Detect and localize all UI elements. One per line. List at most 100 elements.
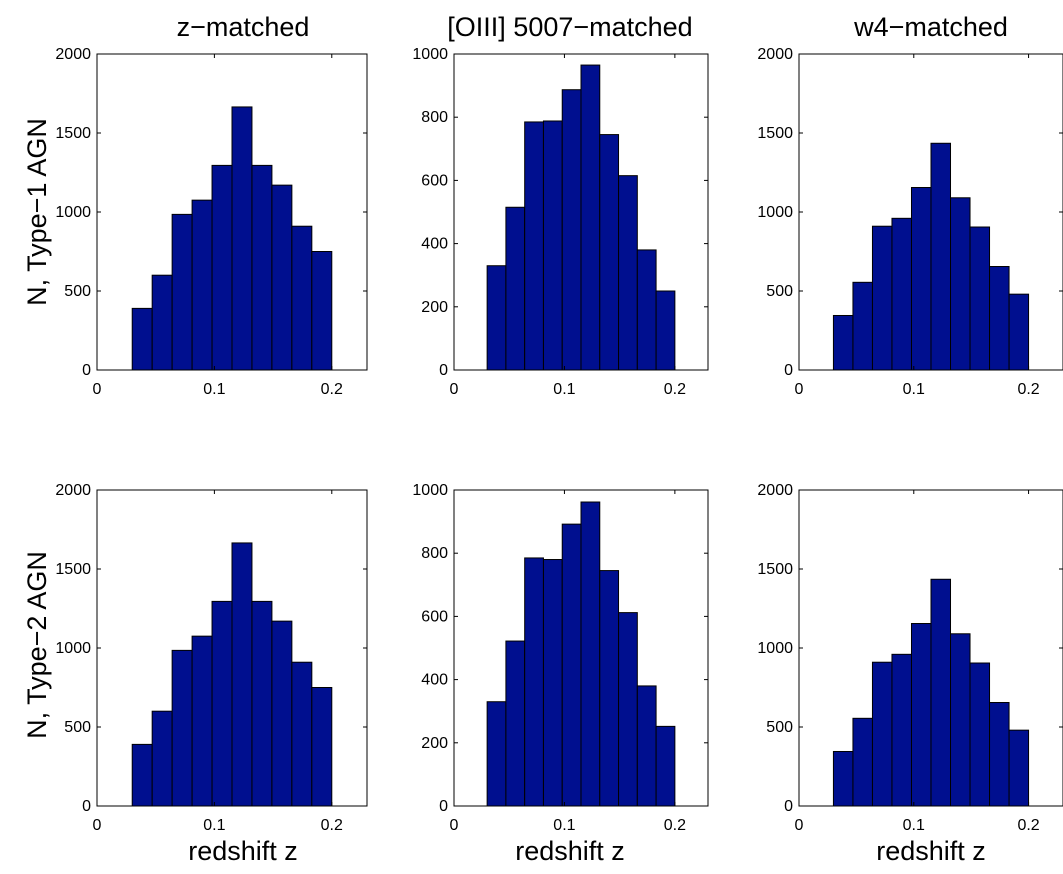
- histogram-bar: [636, 249, 657, 371]
- row-label-type2-agn: N, Type−2 AGN: [22, 551, 52, 739]
- panel-r2-c2: 0 0.1 0.2 0 200 400 600 800 1000: [412, 482, 709, 834]
- histogram-bar: [131, 307, 153, 371]
- histogram-bar: [930, 578, 952, 807]
- histogram-bar: [291, 661, 313, 807]
- y-tick-label: 0: [82, 798, 91, 815]
- x-tick-label: 0.2: [1017, 381, 1039, 398]
- histogram-bar: [1008, 729, 1030, 807]
- histogram-bar: [930, 142, 952, 371]
- histogram-bar: [580, 64, 601, 371]
- histogram-bar: [231, 106, 253, 371]
- panel-r1-c2: 0 0.1 0.2 0 200 400 600 800 1000: [412, 46, 709, 398]
- x-tick-label: 0: [450, 817, 459, 834]
- histogram-bar: [231, 542, 253, 807]
- y-tick-label: 0: [82, 362, 91, 379]
- histogram-bar: [1008, 293, 1030, 371]
- histogram-bar: [561, 89, 582, 371]
- histogram-bar: [524, 121, 544, 371]
- histogram-bar: [171, 649, 193, 807]
- x-tick-label: 0: [795, 381, 804, 398]
- panel-r2-c1: 0 0.1 0.2 0 500 1000 1500 2000: [55, 482, 368, 834]
- histogram-bar: [251, 600, 273, 807]
- y-tick-label: 2000: [55, 46, 91, 63]
- histogram-bar: [271, 620, 293, 807]
- panel-r1-c3: 0 0.1 0.2 0 500 1000 1500 2000: [757, 46, 1063, 398]
- x-tick-label: 0: [93, 817, 102, 834]
- y-tick-label: 0: [784, 362, 793, 379]
- column-title-w4-matched: w4−matched: [853, 12, 1008, 42]
- x-tick-label: 0.1: [553, 381, 575, 398]
- histogram-bar: [618, 612, 638, 807]
- histogram-bar: [251, 164, 273, 371]
- histogram-bar: [311, 687, 333, 807]
- y-tick-label: 1000: [412, 482, 448, 499]
- histogram-bar: [542, 559, 563, 807]
- y-tick-label: 1500: [757, 125, 793, 142]
- histogram-bar: [151, 710, 173, 807]
- y-tick-label: 400: [421, 672, 448, 689]
- panel-r1-c1: 0 0.1 0.2 0 500 1000 1500 2000: [55, 46, 368, 398]
- histogram-bar: [989, 702, 1010, 807]
- histogram-bar: [211, 164, 233, 371]
- histogram-bar: [969, 662, 991, 807]
- histogram-bar: [655, 290, 676, 371]
- y-tick-label: 1500: [757, 561, 793, 578]
- histogram-bar: [311, 251, 333, 371]
- y-tick-label: 2000: [757, 482, 793, 499]
- y-tick-label: 500: [64, 283, 91, 300]
- y-tick-label: 200: [421, 735, 448, 752]
- histogram-bar: [524, 557, 544, 807]
- x-tick-label: 0.1: [203, 817, 225, 834]
- x-tick-label: 0: [450, 381, 459, 398]
- y-tick-label: 1000: [757, 640, 793, 657]
- histogram-bar: [151, 274, 173, 371]
- histogram-bar: [655, 725, 676, 807]
- histogram-bar: [832, 314, 854, 371]
- x-tick-label: 0.1: [553, 817, 575, 834]
- x-tick-label: 0.1: [203, 381, 225, 398]
- y-tick-label: 800: [421, 109, 448, 126]
- histogram-bar: [618, 175, 638, 371]
- y-tick-label: 500: [766, 719, 793, 736]
- histogram-bar: [191, 199, 213, 371]
- histogram-bar: [852, 281, 873, 371]
- y-tick-label: 2000: [757, 46, 793, 63]
- y-tick-label: 1000: [55, 640, 91, 657]
- y-tick-label: 0: [784, 798, 793, 815]
- y-tick-label: 0: [439, 798, 448, 815]
- column-title-oiii-matched: [OIII] 5007−matched: [447, 12, 692, 42]
- histogram-bar: [910, 623, 932, 807]
- x-tick-label: 0: [795, 817, 804, 834]
- histogram-bar: [561, 523, 582, 807]
- histogram-bar: [950, 633, 971, 807]
- axes-box: [453, 53, 709, 371]
- y-tick-label: 0: [439, 362, 448, 379]
- x-tick-label: 0.2: [321, 381, 343, 398]
- x-tick-label: 0.2: [1017, 817, 1039, 834]
- y-tick-label: 600: [421, 172, 448, 189]
- histogram-bar: [505, 206, 526, 371]
- histogram-bar: [580, 501, 601, 807]
- axes-box: [453, 489, 709, 807]
- histogram-bar: [891, 217, 912, 371]
- y-tick-label: 200: [421, 299, 448, 316]
- histogram-bar: [950, 197, 971, 371]
- histogram-bar: [891, 653, 912, 807]
- x-axis-label-col1: redshift z: [188, 836, 298, 866]
- x-tick-label: 0.2: [321, 817, 343, 834]
- histogram-bar: [871, 661, 893, 807]
- histogram-bar: [599, 134, 620, 371]
- histogram-bar: [486, 265, 507, 371]
- histogram-bar: [211, 600, 233, 807]
- histogram-bar: [291, 225, 313, 371]
- histogram-bar: [852, 717, 873, 807]
- column-title-z-matched: z−matched: [177, 12, 310, 42]
- histogram-bar: [131, 743, 153, 807]
- histogram-bar: [171, 213, 193, 371]
- histogram-bar: [871, 225, 893, 371]
- histogram-bar: [636, 685, 657, 807]
- histogram-bar: [486, 701, 507, 807]
- x-tick-label: 0: [93, 381, 102, 398]
